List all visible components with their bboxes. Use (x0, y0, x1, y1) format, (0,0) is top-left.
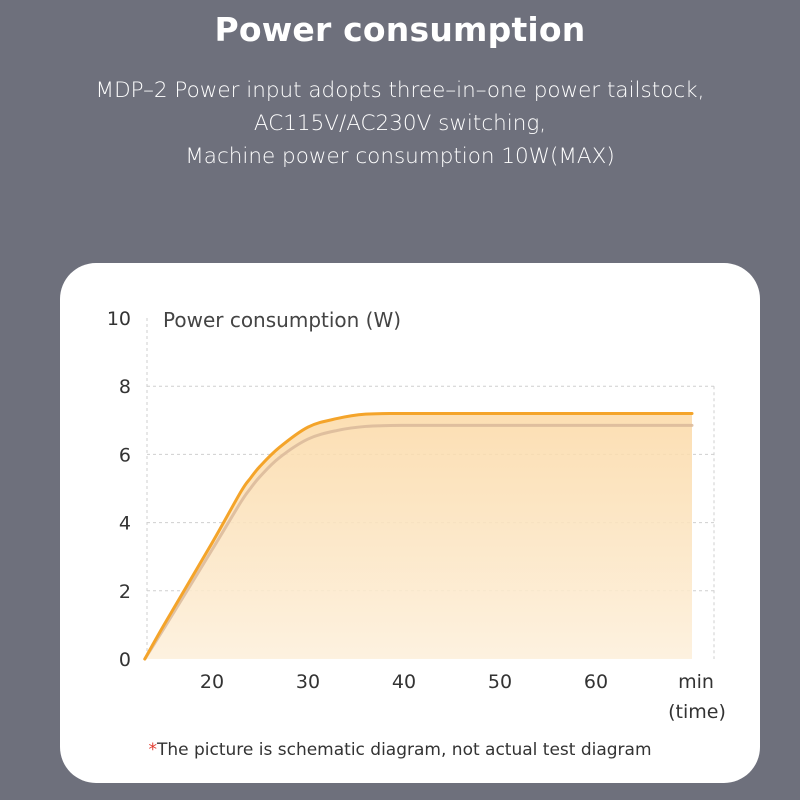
chart-title: Power consumption (W) (163, 308, 401, 332)
y-tick-label: 6 (119, 444, 131, 466)
x-unit-label: min (678, 671, 714, 693)
footnote: *The picture is schematic diagram, not a… (0, 740, 800, 760)
series-line-shadow (143, 423, 694, 661)
x-tick-label: 30 (296, 671, 320, 693)
y-tick-label: 0 (119, 649, 131, 671)
y-tick-label: 8 (119, 376, 131, 398)
description-line-1: MDP–2 Power input adopts three–in–one po… (95, 78, 705, 103)
y-tick-label: 4 (119, 513, 131, 535)
x-tick-label: 50 (488, 671, 512, 693)
y-tick-label: 2 (119, 581, 131, 603)
x-tick-label: 60 (584, 671, 608, 693)
footnote-text: The picture is schematic diagram, not ac… (156, 740, 652, 760)
description-line-2: AC115V/AC230V switching, (253, 111, 547, 136)
footnote-star: * (148, 740, 157, 760)
x-unit-sublabel: (time) (668, 701, 726, 723)
page-title: Power consumption (214, 10, 586, 49)
x-tick-label: 20 (200, 671, 224, 693)
area-fill (144, 413, 693, 659)
x-tick-label: 40 (392, 671, 416, 693)
y-tick-label: 10 (107, 308, 131, 330)
description: MDP–2 Power input adopts three–in–one po… (0, 74, 800, 173)
description-line-3: Machine power consumption 10W(MAX) (185, 144, 615, 169)
series-line-main (143, 411, 694, 661)
